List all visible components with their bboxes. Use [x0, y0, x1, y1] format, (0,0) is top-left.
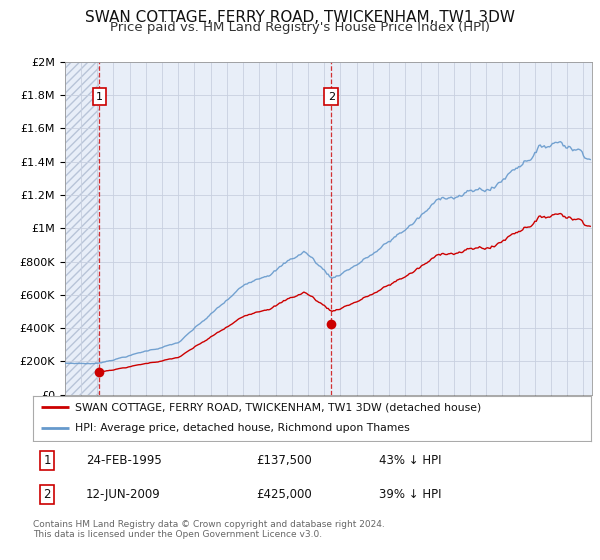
Text: £137,500: £137,500	[256, 454, 312, 467]
Text: 2: 2	[328, 92, 335, 101]
Bar	[65, 62, 100, 395]
Text: 39% ↓ HPI: 39% ↓ HPI	[379, 488, 442, 501]
Text: 1: 1	[43, 454, 50, 467]
Text: 1: 1	[96, 92, 103, 101]
Text: 2: 2	[43, 488, 50, 501]
Text: 43% ↓ HPI: 43% ↓ HPI	[379, 454, 442, 467]
Text: Contains HM Land Registry data © Crown copyright and database right 2024.
This d: Contains HM Land Registry data © Crown c…	[33, 520, 385, 539]
Text: HPI: Average price, detached house, Richmond upon Thames: HPI: Average price, detached house, Rich…	[75, 423, 410, 433]
Text: £425,000: £425,000	[256, 488, 312, 501]
Text: SWAN COTTAGE, FERRY ROAD, TWICKENHAM, TW1 3DW: SWAN COTTAGE, FERRY ROAD, TWICKENHAM, TW…	[85, 10, 515, 25]
Text: SWAN COTTAGE, FERRY ROAD, TWICKENHAM, TW1 3DW (detached house): SWAN COTTAGE, FERRY ROAD, TWICKENHAM, TW…	[75, 402, 481, 412]
Text: 12-JUN-2009: 12-JUN-2009	[86, 488, 161, 501]
Text: 24-FEB-1995: 24-FEB-1995	[86, 454, 162, 467]
Text: Price paid vs. HM Land Registry's House Price Index (HPI): Price paid vs. HM Land Registry's House …	[110, 21, 490, 34]
